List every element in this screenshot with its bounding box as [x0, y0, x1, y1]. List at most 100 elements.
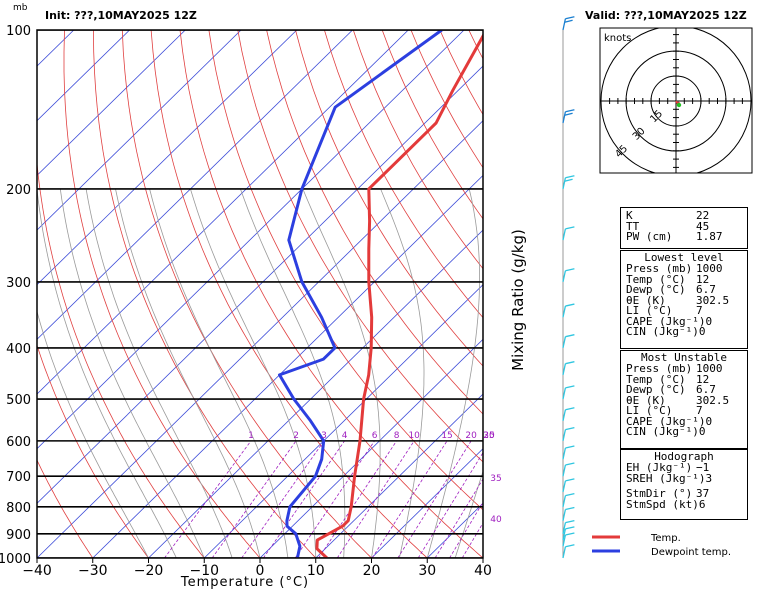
isotherm	[371, 448, 483, 558]
mixing-ratio-tick-label: 6	[372, 431, 378, 441]
mixing-ratio-tick-label: 1	[248, 431, 254, 441]
wind-barb	[562, 492, 575, 507]
pressure-tick-label: 1000	[0, 552, 31, 567]
init-label: Init: ???,10MAY2025 12Z	[45, 9, 197, 22]
index-value: 0	[705, 414, 713, 428]
wind-barb	[562, 226, 575, 241]
isotherm	[259, 338, 483, 558]
index-label: θE (K)	[626, 293, 666, 307]
mixing-ratio-tick-label: 40	[490, 515, 502, 525]
moist-adiabat	[37, 310, 149, 558]
mixing-ratio-line	[263, 440, 345, 558]
wind-barb	[562, 544, 575, 559]
index-row: Dewp (°C) 6.7	[621, 284, 747, 296]
indices-box-lowest: Lowest level Press (mb) 1000 Temp (°C) 12 De…	[620, 250, 748, 349]
valid-label: Valid: ???,10MAY2025 12Z	[585, 9, 747, 22]
wind-barb	[562, 268, 575, 283]
index-row: TT 45	[626, 219, 710, 233]
isotherm	[92, 174, 483, 558]
dry-adiabat	[324, 30, 483, 319]
temperature-tick-label: 40	[474, 563, 492, 579]
index-value: 0	[698, 325, 706, 338]
wind-barb	[562, 532, 575, 547]
isotherm	[37, 30, 130, 122]
mixing-ratio-line	[336, 440, 415, 558]
index-label: Temp (°C)	[626, 372, 686, 386]
index-label: CAPE (Jkg⁻¹)	[626, 414, 706, 428]
index-label: θE (K)	[626, 393, 666, 407]
moist-adiabat	[59, 188, 205, 558]
index-label: StmSpd (kt)	[626, 497, 699, 511]
index-label: LI (°C)	[626, 304, 673, 317]
index-row: CAPE (Jkg⁻¹) 0	[621, 414, 747, 428]
dry-adiabat	[295, 30, 483, 367]
index-value: 3	[705, 471, 713, 485]
wind-barb	[562, 506, 575, 521]
wind-barb	[562, 385, 575, 400]
index-row: PW (cm) 1.87	[626, 230, 723, 243]
moist-adiabat	[454, 470, 483, 558]
isotherm	[37, 30, 353, 340]
hodograph-title: Hodograph	[654, 450, 714, 463]
hodograph-units: knots	[604, 33, 631, 44]
temperature-tick-label: 10	[307, 563, 325, 579]
index-label: Dewp (°C)	[626, 383, 686, 396]
wind-barb	[562, 16, 575, 31]
isotherm	[37, 30, 409, 395]
hodograph-ring	[600, 28, 752, 173]
hodograph-frame	[599, 27, 753, 174]
dry-adiabat	[37, 159, 205, 558]
index-row: K 22	[626, 209, 710, 222]
wind-barb	[562, 526, 575, 541]
mixing-ratio-tick-label: 4	[342, 431, 348, 441]
index-label: SREH (Jkg⁻¹)	[626, 471, 706, 485]
index-label: StmDir (°)	[626, 487, 693, 500]
index-row: SREH (Jkg⁻¹) 3	[621, 471, 747, 485]
mixing-ratio-tick-label: 20	[465, 431, 477, 441]
mixing-ratio-line	[449, 501, 483, 558]
pressure-tick-label: 800	[6, 501, 31, 516]
moist-adiabat	[85, 188, 233, 558]
mixing-ratio-tick-label: 8	[394, 431, 400, 441]
wind-barb	[562, 427, 575, 442]
x-axis-title: Temperature (°C)	[180, 575, 309, 590]
mixing-ratio-tick-label: 25	[483, 431, 494, 441]
wind-barbs	[562, 16, 575, 559]
mixing-ratio-line	[417, 451, 483, 558]
index-label: EH (Jkg⁻¹)	[626, 461, 693, 474]
pressure-tick-label: 200	[6, 183, 31, 198]
wind-barb	[562, 109, 575, 124]
index-value: 1000	[696, 362, 723, 375]
mixing-ratio-line	[318, 440, 397, 558]
dry-adiabat	[121, 30, 372, 558]
index-row: EH (Jkg⁻¹) −1	[621, 461, 747, 474]
dry-adiabat	[150, 30, 428, 558]
index-value: 0	[705, 314, 713, 328]
index-label: Press (mb)	[626, 262, 693, 275]
sounding-traces	[278, 30, 483, 558]
index-row: Press (mb) 1000	[621, 362, 747, 375]
index-value: 302.5	[696, 393, 730, 407]
wind-barb	[562, 175, 575, 190]
dry-adiabat	[63, 30, 261, 558]
pressure-tick-label: 300	[6, 276, 31, 291]
lowest-level-title: Lowest level	[644, 251, 724, 264]
index-row: CAPE (Jkg⁻¹) 0	[621, 314, 747, 328]
isotherm	[148, 229, 483, 558]
hodograph-storm-motion	[676, 102, 682, 108]
index-row: Dewp (°C) 6.7	[621, 383, 747, 396]
mixing-ratio-tick-label: 2	[293, 431, 299, 441]
dry-adiabat	[237, 30, 483, 463]
index-row: CIN (Jkg⁻¹) 0	[621, 426, 747, 438]
index-row: LI (°C) 7	[621, 304, 747, 317]
pressure-tick-label: 400	[6, 342, 31, 357]
temperature-tick-label: 0	[256, 563, 265, 579]
wind-barb	[562, 478, 575, 493]
isotherm	[315, 393, 483, 558]
index-row: Temp (°C) 12	[621, 274, 747, 286]
mixing-ratio-line	[241, 440, 325, 558]
mixing-ratio-line	[461, 522, 483, 558]
